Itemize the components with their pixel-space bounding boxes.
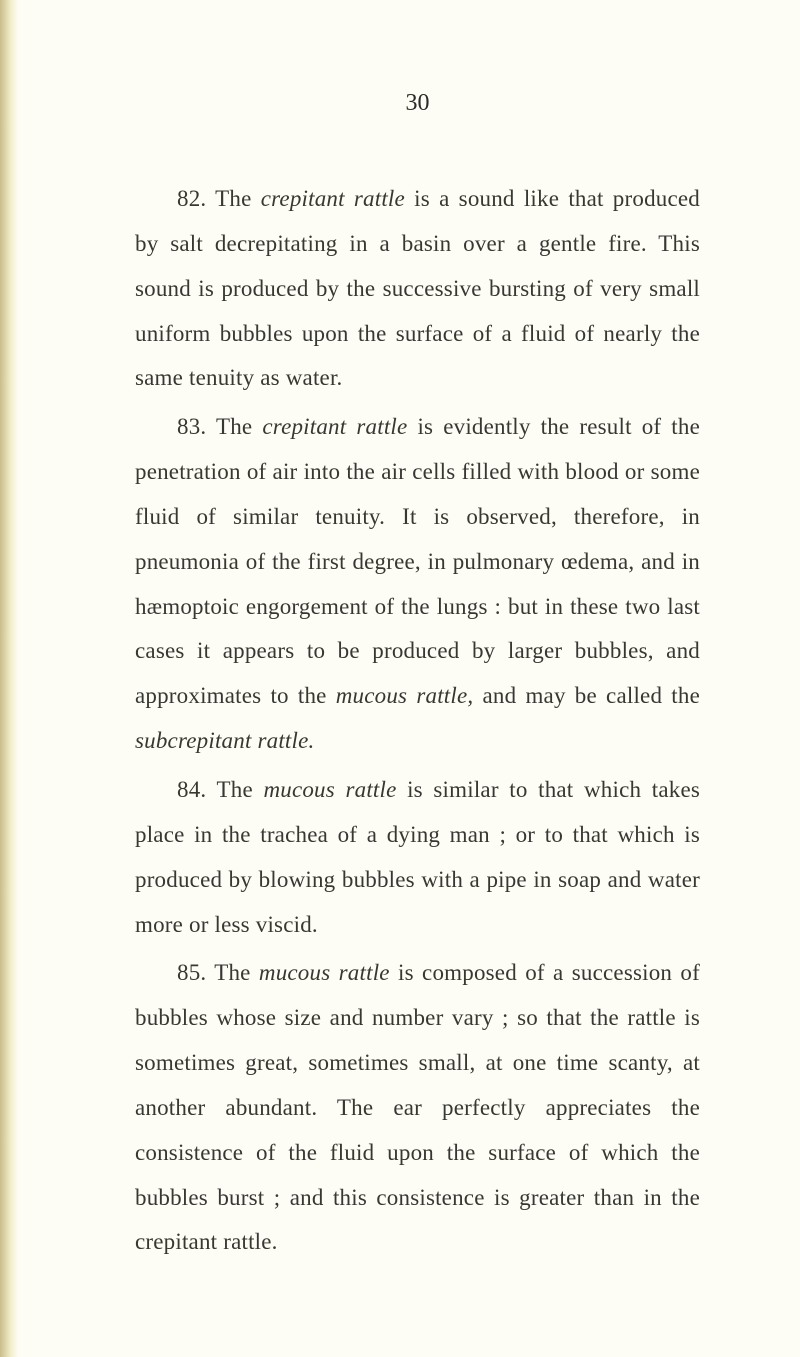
page-number: 30 xyxy=(135,90,700,117)
italic-text: mucous rattle xyxy=(259,960,390,985)
paragraph: 82. The crepitant rattle is a sound like… xyxy=(135,177,700,401)
body-text: 83. The xyxy=(177,414,262,439)
paragraph: 84. The mucous rattle is similar to that… xyxy=(135,768,700,947)
page-body: 82. The crepitant rattle is a sound like… xyxy=(135,177,700,1265)
body-text: 85. The xyxy=(177,960,259,985)
body-text: and may be called the xyxy=(473,683,700,708)
paragraph: 83. The crepitant rattle is evidently th… xyxy=(135,405,700,764)
body-text: 84. The xyxy=(177,777,263,802)
italic-text: crepitant rattle xyxy=(261,186,405,211)
body-text: 82. The xyxy=(177,186,261,211)
italic-text: mucous rattle xyxy=(263,777,396,802)
body-text: is evidently the result of the penetrati… xyxy=(135,414,700,708)
body-text: is composed of a succession of bubbles w… xyxy=(135,960,700,1254)
italic-text: mucous rattle, xyxy=(336,683,474,708)
document-page: 30 82. The crepitant rattle is a sound l… xyxy=(0,0,800,1357)
italic-text: crepitant rattle xyxy=(262,414,407,439)
paragraph: 85. The mucous rattle is composed of a s… xyxy=(135,951,700,1265)
italic-text: subcrepitant rattle. xyxy=(135,728,314,753)
body-text: is a sound like that produced by salt de… xyxy=(135,186,700,390)
